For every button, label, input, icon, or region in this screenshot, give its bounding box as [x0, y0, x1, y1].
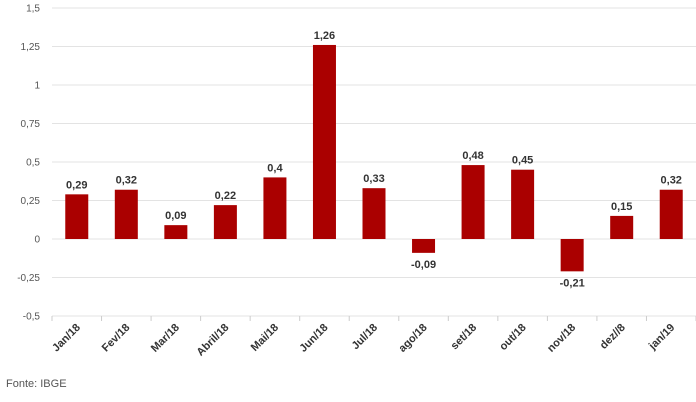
bar — [362, 188, 386, 239]
x-tick-label: jan/19 — [646, 322, 677, 353]
y-tick-label: -0,25 — [17, 273, 40, 284]
bar — [461, 165, 485, 239]
bar — [560, 239, 584, 272]
x-tick-label: Jun/18 — [297, 322, 330, 355]
x-tick-label: dez//8 — [598, 322, 628, 352]
y-tick-label: 0,75 — [21, 119, 41, 130]
data-label: 0,15 — [611, 201, 632, 213]
bar — [164, 225, 188, 239]
bars — [65, 44, 683, 272]
y-axis-ticks: 1,5 1,25 1 0,75 0,5 0,25 0 -0,25 -0,5 — [17, 4, 40, 323]
x-tick-label: ago/18 — [397, 322, 430, 355]
x-tick-label: out/18 — [497, 322, 528, 353]
x-tick-label: Mai/18 — [249, 322, 281, 354]
data-labels: 0,29 0,32 0,09 0,22 0,4 1,26 0,33 -0,09 0,48 0,45… — [66, 30, 682, 289]
grid-lines — [51, 7, 696, 321]
data-label: 0,45 — [512, 155, 533, 167]
data-label: -0,21 — [560, 277, 585, 289]
x-tick-label: Jul/18 — [350, 322, 381, 353]
bar — [610, 215, 634, 239]
x-tick-label: Mar/18 — [149, 322, 182, 355]
y-tick-label: -0,5 — [23, 312, 41, 323]
y-tick-label: 1 — [34, 81, 40, 92]
source-note: Fonte: IBGE — [6, 378, 67, 390]
x-axis-ticks: Jan/18 Fev/18 Mar/18 Abril/18 Mai/18 Jun/18 Ju… — [50, 322, 677, 359]
data-label: -0,09 — [411, 259, 436, 271]
bar — [65, 194, 89, 239]
y-tick-label: 0 — [34, 235, 40, 246]
x-tick-label: Abril/18 — [194, 322, 231, 359]
bar — [511, 169, 535, 239]
bar — [114, 189, 138, 239]
bar — [213, 205, 237, 239]
x-tick-label: set/18 — [449, 322, 480, 353]
data-label: 1,26 — [314, 30, 335, 42]
y-tick-label: 1,25 — [21, 42, 41, 53]
data-label: 0,48 — [462, 150, 483, 162]
data-label: 0,22 — [215, 190, 236, 202]
data-label: 0,32 — [661, 175, 682, 187]
y-tick-label: 0,5 — [26, 158, 40, 169]
y-tick-label: 1,5 — [26, 4, 40, 15]
x-tick-label: Fev/18 — [100, 322, 133, 355]
x-tick-label: Jan/18 — [50, 322, 83, 355]
data-label: 0,32 — [116, 175, 137, 187]
bar — [412, 239, 436, 253]
y-tick-label: 0,25 — [21, 196, 41, 207]
bar — [263, 177, 287, 239]
data-label: 0,09 — [165, 210, 186, 222]
data-label: 0,33 — [363, 173, 384, 185]
x-tick-label: nov/18 — [545, 322, 578, 355]
data-label: 0,4 — [267, 162, 283, 174]
bar — [659, 189, 683, 239]
data-label: 0,29 — [66, 179, 87, 191]
bar — [312, 44, 336, 240]
